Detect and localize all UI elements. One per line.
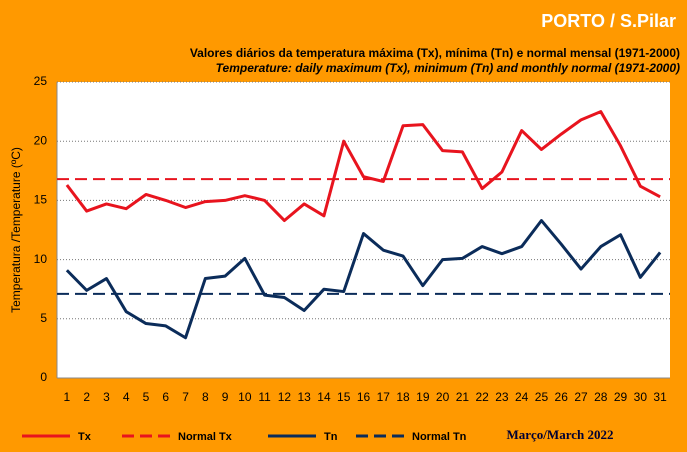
legend-label: Normal Tn (412, 431, 467, 443)
x-tick-label: 27 (574, 390, 588, 404)
x-tick-label: 1 (64, 390, 71, 404)
legend-label: Tx (78, 431, 92, 443)
x-tick-label: 15 (337, 390, 351, 404)
x-tick-label: 8 (202, 390, 209, 404)
y-tick-label: 20 (34, 133, 48, 147)
y-tick-label: 5 (40, 311, 47, 325)
x-tick-label: 23 (495, 390, 509, 404)
x-tick-label: 30 (634, 390, 648, 404)
x-tick-label: 22 (475, 390, 489, 404)
subtitle-en: Temperature: daily maximum (Tx), minimum… (216, 61, 680, 75)
x-tick-label: 26 (555, 390, 569, 404)
x-tick-label: 10 (238, 390, 252, 404)
x-tick-label: 14 (317, 390, 331, 404)
legend-label: Tn (324, 431, 338, 443)
x-tick-label: 6 (162, 390, 169, 404)
x-tick-label: 4 (123, 390, 130, 404)
x-tick-label: 28 (594, 390, 608, 404)
x-tick-label: 29 (614, 390, 628, 404)
y-tick-label: 0 (40, 370, 47, 384)
x-tick-label: 21 (456, 390, 470, 404)
x-tick-label: 18 (396, 390, 410, 404)
x-tick-label: 3 (103, 390, 110, 404)
series-line (65, 219, 662, 340)
chart-title: PORTO / S.Pilar (541, 11, 676, 31)
plot-area (57, 82, 670, 378)
x-tick-label: 25 (535, 390, 549, 404)
x-tick-label: 11 (258, 390, 271, 404)
x-tick-label: 16 (357, 390, 371, 404)
subtitle: Valores diários da temperatura máxima (T… (190, 46, 680, 60)
x-tick-label: 12 (278, 390, 292, 404)
x-tick-label: 5 (143, 390, 150, 404)
x-tick-label: 2 (83, 390, 90, 404)
y-tick-label: 25 (34, 74, 48, 88)
legend-label: Normal Tx (178, 431, 233, 443)
y-axis-label: Temperatura /Temperature (ºC) (9, 147, 23, 313)
x-tick-label: 17 (377, 390, 391, 404)
x-tick-label: 31 (653, 390, 667, 404)
y-tick-label: 10 (34, 252, 48, 266)
x-tick-label: 7 (182, 390, 189, 404)
x-tick-label: 9 (222, 390, 229, 404)
x-tick-label: 20 (436, 390, 450, 404)
x-tick-label: 24 (515, 390, 529, 404)
series-line (65, 110, 661, 223)
x-tick-label: 19 (416, 390, 430, 404)
x-tick-label: 13 (297, 390, 311, 404)
annotation: Março/March 2022 (507, 427, 614, 442)
y-tick-label: 15 (34, 193, 48, 207)
